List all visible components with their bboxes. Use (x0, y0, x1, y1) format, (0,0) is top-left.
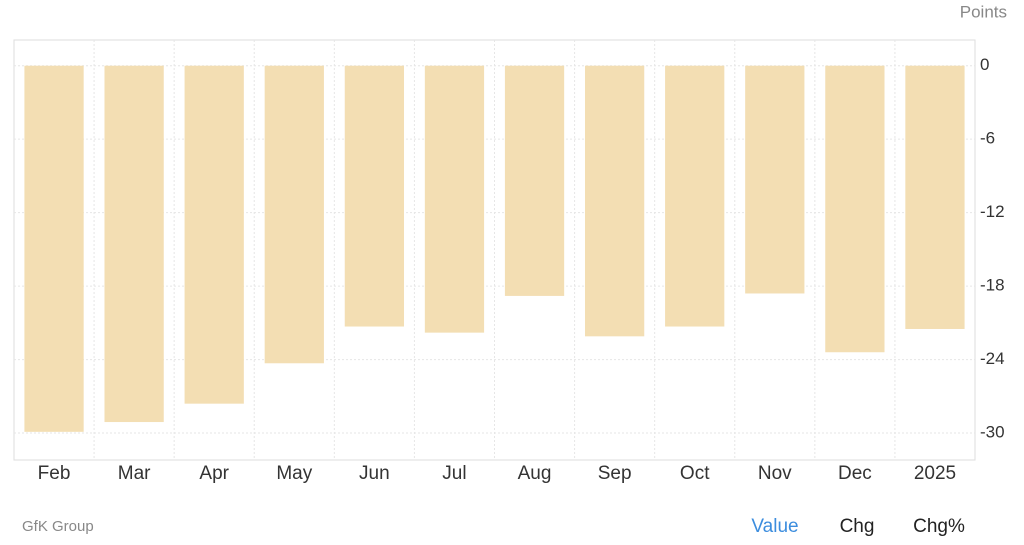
bar (905, 65, 965, 329)
bar (825, 65, 885, 353)
y-tick-label: 0 (980, 55, 989, 74)
x-tick-label: Apr (199, 463, 229, 484)
bar (344, 65, 405, 327)
tab[interactable]: Value (751, 516, 798, 537)
x-tick-label: Dec (838, 463, 872, 484)
x-tick-label: 2025 (914, 463, 956, 484)
bar (104, 65, 164, 423)
tab[interactable]: Chg% (913, 516, 965, 537)
x-tick-label: Jun (359, 463, 390, 484)
source: GfK Group (22, 518, 94, 535)
bar (424, 65, 485, 333)
bar (745, 65, 805, 294)
bar (665, 65, 725, 327)
y-tick-label: -18 (980, 276, 1005, 295)
y-tick-label: -6 (980, 129, 995, 148)
y-tick-label: -30 (980, 423, 1005, 442)
x-tick-label: May (276, 463, 312, 484)
bar (504, 65, 565, 296)
x-tick-label: Oct (680, 463, 710, 484)
y-axis-label: Points (960, 2, 1007, 21)
bar (584, 65, 645, 337)
bar (184, 65, 244, 404)
x-tick-label: Mar (118, 463, 151, 484)
bar (24, 65, 84, 432)
x-tick-label: Nov (758, 463, 792, 484)
y-tick-label: -24 (980, 349, 1005, 368)
y-tick-label: -12 (980, 202, 1005, 221)
bar (264, 65, 324, 364)
x-tick-label: Aug (518, 463, 552, 484)
x-tick-label: Jul (442, 463, 466, 484)
x-tick-label: Feb (38, 463, 71, 484)
x-tick-label: Sep (598, 463, 632, 484)
tab[interactable]: Chg (840, 516, 875, 537)
